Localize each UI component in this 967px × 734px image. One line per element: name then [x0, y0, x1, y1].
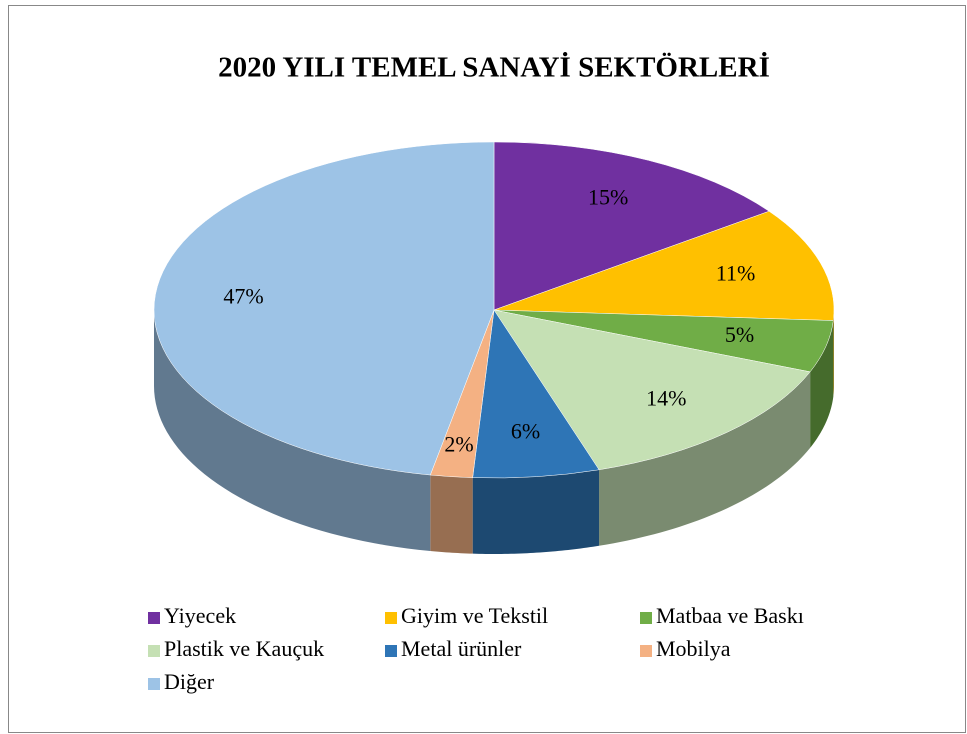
slice-side	[154, 310, 431, 552]
legend-swatch	[640, 645, 652, 657]
legend-swatch	[640, 612, 652, 624]
legend-swatch	[385, 645, 397, 657]
slice-side	[599, 371, 811, 546]
data-label: 11%	[716, 260, 756, 285]
data-label: 15%	[588, 184, 628, 209]
slice-side	[810, 320, 834, 448]
legend-label: Metal ürünler	[401, 636, 522, 661]
slice	[153, 141, 495, 476]
slice-side	[833, 310, 834, 397]
slice	[493, 210, 835, 321]
legend-swatch	[148, 612, 160, 624]
legend-label: Giyim ve Tekstil	[401, 603, 548, 628]
slice	[472, 309, 600, 479]
data-label: 2%	[444, 432, 473, 457]
data-label: 5%	[725, 322, 754, 347]
legend-swatch	[385, 612, 397, 624]
data-label: 6%	[511, 418, 540, 443]
data-label: 47%	[223, 283, 263, 308]
data-label: 14%	[646, 386, 686, 411]
legend-swatch	[148, 645, 160, 657]
slice	[493, 141, 770, 311]
legend-label: Diğer	[164, 669, 215, 694]
legend-label: Plastik ve Kauçuk	[164, 636, 324, 661]
chart-title: 2020 YILI TEMEL SANAYİ SEKTÖRLERİ	[218, 51, 770, 84]
legend-label: Yiyecek	[164, 603, 236, 628]
legend-swatch	[148, 678, 160, 690]
legend-label: Matbaa ve Baskı	[656, 603, 804, 628]
slice-side	[430, 475, 473, 554]
legend-label: Mobilya	[656, 636, 731, 661]
slice-side	[472, 469, 600, 554]
